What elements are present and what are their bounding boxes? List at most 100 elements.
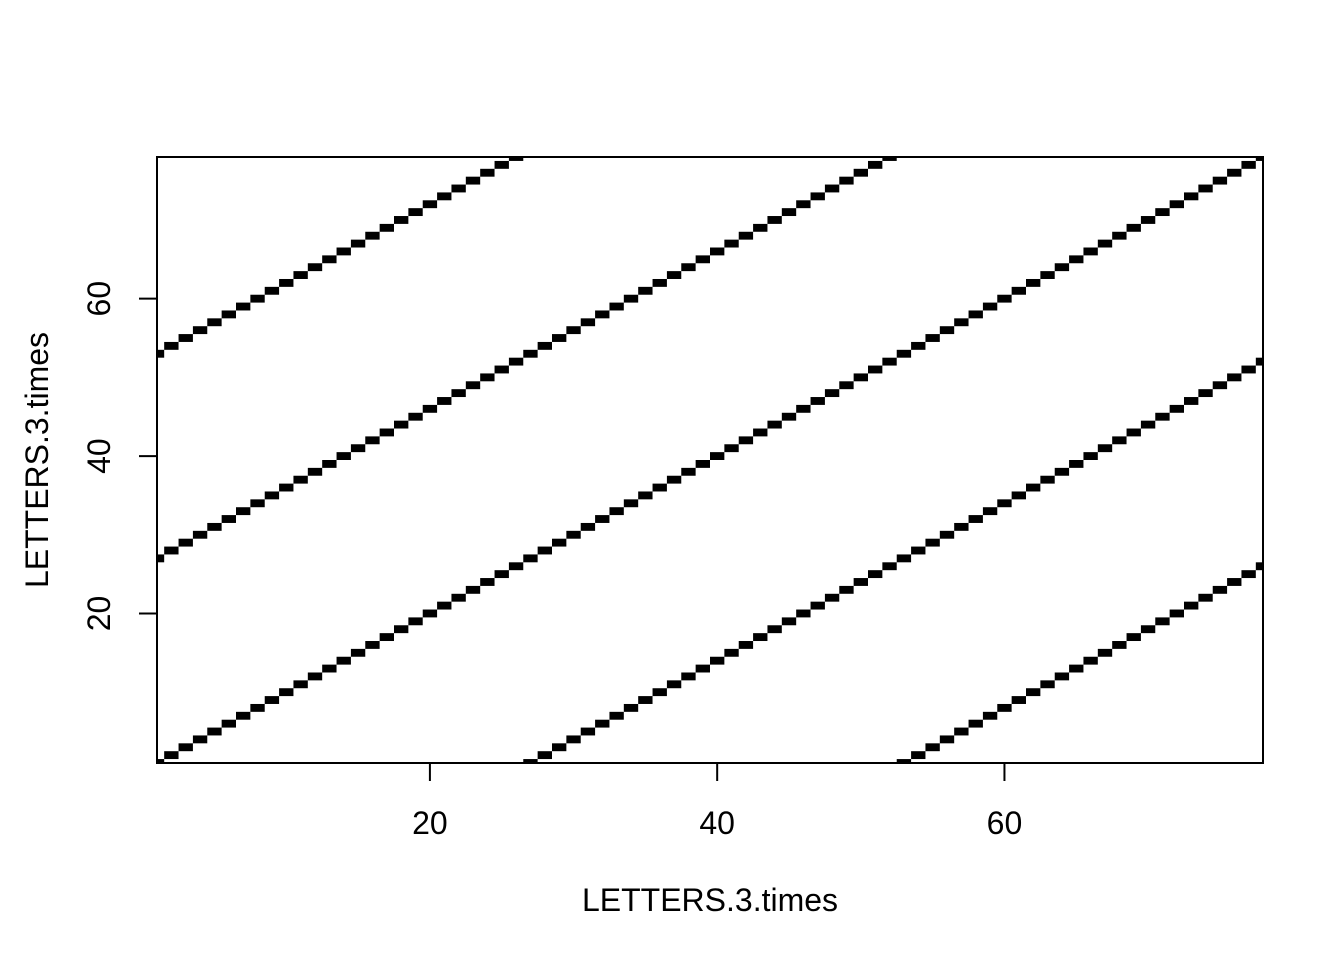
heatmap-cell bbox=[896, 759, 912, 763]
heatmap-cell bbox=[824, 593, 840, 602]
heatmap-cell bbox=[537, 546, 552, 555]
x-tick-label: 40 bbox=[699, 805, 735, 841]
heatmap-cell bbox=[753, 428, 768, 437]
heatmap-cell bbox=[853, 373, 868, 382]
heatmap-cell bbox=[753, 633, 768, 642]
heatmap-cell bbox=[638, 286, 653, 295]
heatmap-cell bbox=[523, 759, 538, 763]
heatmap-cell bbox=[480, 578, 495, 586]
cells-layer bbox=[157, 157, 1263, 763]
x-tick-label: 60 bbox=[987, 805, 1023, 841]
heatmap-cell bbox=[796, 609, 811, 618]
heatmap-cell bbox=[609, 711, 624, 720]
heatmap-cell bbox=[1241, 160, 1256, 169]
heatmap-cell bbox=[638, 696, 653, 704]
heatmap-cell bbox=[781, 617, 797, 626]
heatmap-cell bbox=[710, 452, 725, 460]
heatmap-cell bbox=[1155, 412, 1170, 421]
heatmap-cell bbox=[1155, 208, 1170, 217]
heatmap-cell bbox=[1198, 593, 1213, 602]
heatmap-cell bbox=[738, 231, 754, 240]
heatmap-cell bbox=[911, 751, 926, 760]
heatmap-cell bbox=[293, 680, 308, 689]
heatmap-cell bbox=[1184, 601, 1199, 610]
heatmap-cell bbox=[681, 672, 696, 681]
heatmap-cell bbox=[192, 326, 208, 335]
heatmap-cell bbox=[868, 570, 883, 579]
heatmap-cell bbox=[1255, 357, 1263, 366]
heatmap-cell bbox=[853, 578, 868, 586]
heatmap-cell bbox=[1112, 436, 1127, 445]
heatmap-cell bbox=[307, 467, 323, 476]
heatmap-cell bbox=[724, 444, 739, 453]
heatmap-cell bbox=[465, 176, 481, 185]
heatmap-cell bbox=[1212, 585, 1228, 594]
heatmap-cell bbox=[408, 617, 423, 626]
heatmap-cell bbox=[1227, 373, 1242, 382]
heatmap-cell bbox=[552, 743, 567, 752]
heatmap-cell bbox=[408, 412, 423, 421]
heatmap-cell bbox=[494, 160, 509, 169]
heatmap-cell bbox=[508, 562, 524, 571]
heatmap-cell bbox=[681, 467, 696, 476]
heatmap-cell bbox=[1140, 420, 1156, 429]
heatmap-cell bbox=[293, 271, 308, 279]
heatmap-cell bbox=[1083, 452, 1098, 460]
heatmap-cell bbox=[552, 538, 567, 547]
heatmap-cell bbox=[968, 310, 983, 319]
heatmap-cell bbox=[1140, 625, 1156, 634]
heatmap-cell bbox=[379, 633, 394, 642]
heatmap-cell bbox=[954, 522, 969, 531]
heatmap-cell bbox=[192, 530, 208, 539]
heatmap-cell bbox=[1054, 467, 1070, 476]
heatmap-cell bbox=[1069, 255, 1084, 264]
heatmap-cell bbox=[724, 648, 739, 657]
heatmap-cell bbox=[523, 349, 538, 358]
heatmap-cell bbox=[1198, 389, 1213, 398]
heatmap-cell bbox=[1126, 428, 1141, 437]
heatmap-cell bbox=[264, 491, 280, 500]
heatmap-cell bbox=[394, 420, 409, 429]
heatmap-cell bbox=[681, 263, 696, 272]
heatmap-cell bbox=[566, 735, 581, 744]
heatmap-cell bbox=[1026, 483, 1041, 492]
heatmap-cell bbox=[982, 507, 998, 516]
heatmap-cell bbox=[882, 357, 897, 366]
heatmap-cell bbox=[623, 294, 639, 303]
heatmap-cell bbox=[810, 192, 825, 201]
heatmap-cell bbox=[1184, 397, 1199, 405]
heatmap-cell bbox=[480, 373, 495, 382]
heatmap-cell bbox=[250, 499, 265, 508]
heatmap-cell bbox=[1026, 278, 1041, 287]
heatmap-cell bbox=[279, 483, 294, 492]
heatmap-cell bbox=[1097, 648, 1113, 657]
heatmap-cell bbox=[178, 743, 193, 752]
heatmap-cell bbox=[666, 475, 682, 484]
heatmap-cell bbox=[422, 609, 438, 618]
heatmap-cell bbox=[1126, 633, 1141, 642]
heatmap-cell bbox=[1126, 223, 1141, 232]
heatmap-cell bbox=[1198, 184, 1213, 193]
heatmap-cell bbox=[394, 216, 409, 224]
heatmap-cell bbox=[1112, 641, 1127, 649]
y-tick-label: 20 bbox=[81, 596, 117, 632]
heatmap-cell bbox=[437, 397, 452, 405]
heatmap-cell bbox=[738, 641, 754, 649]
heatmap-cell bbox=[609, 507, 624, 516]
heatmap-cell bbox=[595, 515, 610, 523]
heatmap-cell bbox=[264, 696, 280, 704]
heatmap-cell bbox=[1169, 200, 1184, 209]
heatmap-cell bbox=[523, 554, 538, 563]
heatmap-cell bbox=[896, 554, 912, 563]
heatmap-cell bbox=[552, 334, 567, 342]
heatmap-cell bbox=[1255, 157, 1263, 161]
heatmap-cell bbox=[264, 286, 280, 295]
heatmap-cell bbox=[839, 176, 854, 185]
heatmap-cell bbox=[221, 515, 236, 523]
heatmap-cell bbox=[868, 365, 883, 374]
heatmap-cell bbox=[164, 546, 179, 555]
heatmap-cell bbox=[1011, 696, 1026, 704]
heatmap-cell bbox=[580, 727, 596, 736]
heatmap-cell bbox=[939, 326, 955, 335]
heatmap-cell bbox=[1040, 475, 1055, 484]
